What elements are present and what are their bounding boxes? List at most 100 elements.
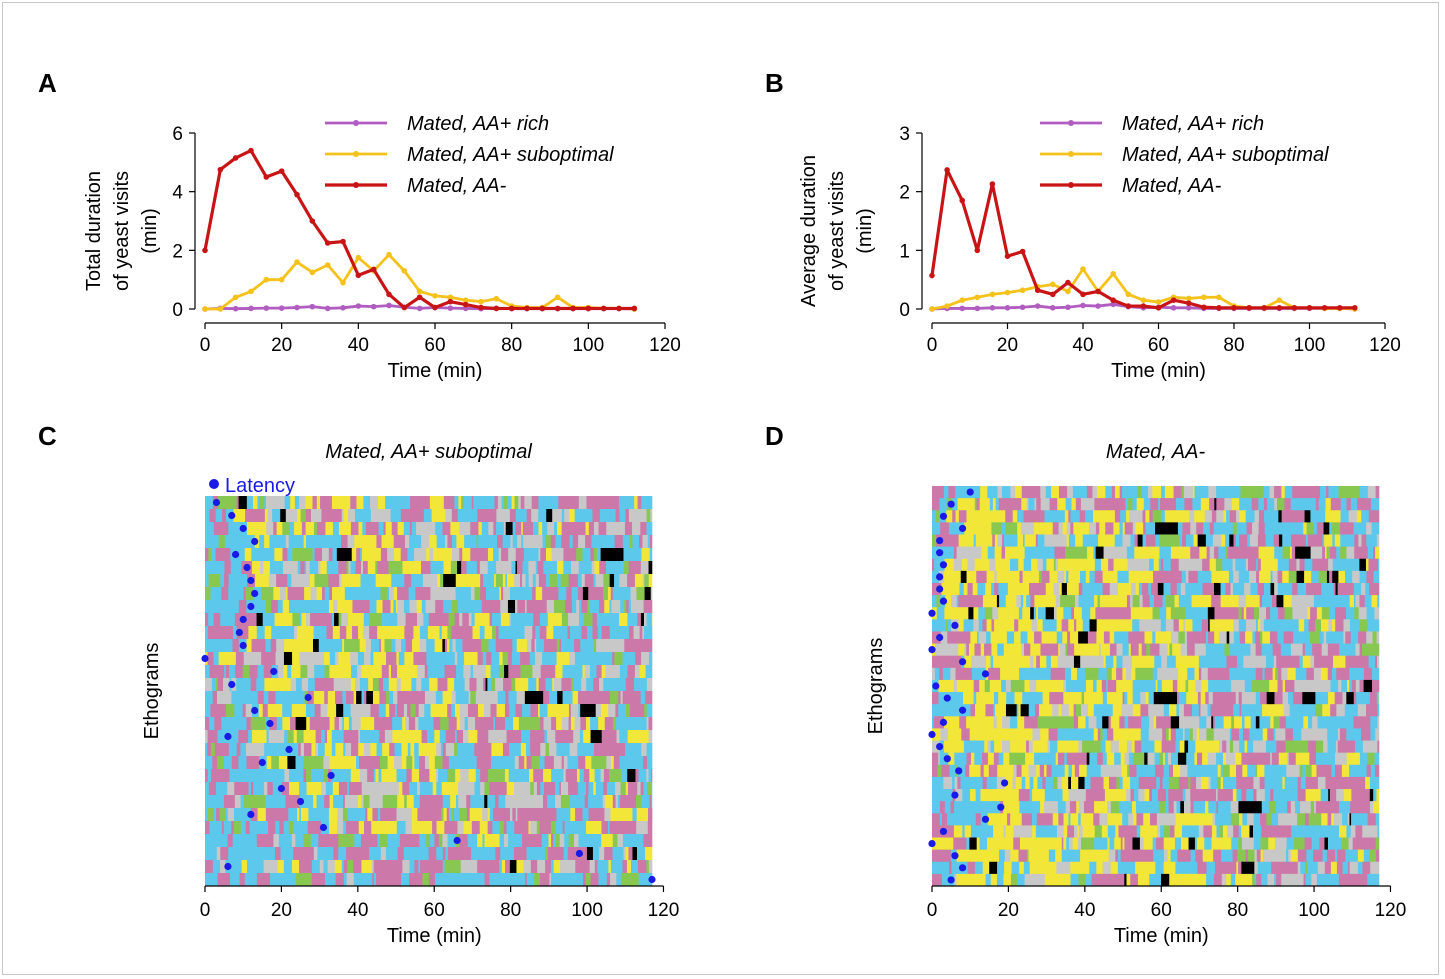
ethogram-segment [585, 639, 595, 653]
ethogram-segment [333, 600, 338, 614]
ethogram-segment [1256, 789, 1266, 802]
ethogram-segment [1329, 607, 1336, 620]
ethogram-segment [1099, 813, 1108, 826]
ethogram-segment [419, 782, 429, 796]
ethogram-segment [625, 782, 629, 796]
ethogram-segment [205, 704, 211, 718]
ethogram-segment [1055, 752, 1059, 766]
ethogram-segment [1250, 582, 1258, 596]
ethogram-segment [946, 619, 948, 632]
ethogram-segment [1343, 837, 1349, 850]
ethogram-segment [625, 847, 629, 861]
ethogram-segment [261, 587, 266, 601]
ethogram-segment [648, 561, 653, 575]
ethogram-segment [993, 716, 997, 729]
ethogram-segment [528, 574, 534, 588]
ethogram-segment [367, 808, 373, 822]
ethogram-segment [285, 509, 298, 523]
ethogram-segment [490, 665, 500, 679]
ethogram-segment [335, 652, 339, 666]
ethogram-segment [1335, 752, 1338, 766]
ethogram-segment [296, 678, 303, 692]
ethogram-segment [361, 665, 375, 679]
ethogram-segment [960, 607, 964, 620]
ethogram-segment [521, 509, 527, 523]
ethogram-segment [610, 847, 613, 861]
ethogram-segment [1316, 837, 1320, 850]
ethogram-segment [273, 834, 280, 848]
ethogram-segment [586, 496, 609, 510]
ethogram-segment [969, 837, 977, 850]
ethogram-segment [1012, 582, 1021, 596]
ethogram-segment [966, 534, 972, 547]
ethogram-segment [1116, 776, 1121, 790]
ethogram-segment [555, 821, 564, 835]
ethogram-segment [1088, 522, 1097, 535]
ethogram-segment [558, 496, 580, 510]
ethogram-segment [560, 795, 570, 809]
ethogram-segment [977, 825, 994, 838]
ethogram-segment [932, 861, 938, 875]
ethogram-segment [1377, 861, 1380, 875]
ethogram-segment [1303, 752, 1310, 766]
ethogram-segment [1244, 825, 1250, 838]
ethogram-segment [1326, 849, 1336, 863]
ethogram-segment [1047, 801, 1059, 814]
ethogram-segment [1015, 861, 1020, 875]
ethogram-segment [932, 801, 941, 814]
ethogram-segment [935, 510, 940, 523]
ethogram-segment [1128, 813, 1134, 826]
ethogram-segment [282, 522, 291, 536]
ethogram-segment [1127, 692, 1131, 705]
ethogram-segment [1211, 510, 1215, 523]
ethogram-segment [1251, 679, 1255, 693]
ethogram-segment [1274, 546, 1277, 560]
ethogram-segment [234, 704, 240, 718]
ethogram-segment [355, 509, 372, 523]
data-point [263, 174, 270, 180]
ethogram-segment [581, 600, 588, 614]
ethogram-segment [508, 548, 517, 562]
ethogram-segment [604, 808, 611, 822]
ethogram-segment [978, 631, 987, 644]
ethogram-segment [1368, 510, 1377, 523]
ethogram-segment [427, 782, 433, 796]
ethogram-segment [574, 665, 578, 679]
ethogram-segment [387, 548, 395, 562]
ethogram-segment [227, 782, 235, 796]
ethogram-segment [993, 825, 1001, 838]
ethogram-segment [1231, 716, 1235, 729]
ethogram-segment [1212, 789, 1217, 802]
ethogram-segment [579, 730, 584, 744]
ethogram-segment [399, 626, 405, 640]
ethogram-segment [1098, 667, 1108, 681]
ethogram-segment [490, 704, 497, 718]
ethogram-segment [282, 535, 287, 549]
ethogram-segment [1197, 595, 1206, 608]
ethogram-segment [1316, 486, 1321, 499]
ethogram-segment [471, 782, 474, 796]
ethogram-segment [521, 522, 524, 536]
ethogram-segment [435, 561, 444, 575]
ethogram-segment [1136, 764, 1156, 778]
ethogram-segment [389, 860, 396, 874]
ethogram-segment [1170, 825, 1175, 838]
ethogram-segment [328, 808, 338, 822]
ethogram-segment [466, 795, 471, 809]
ethogram-segment [1168, 728, 1172, 741]
ethogram-segment [1155, 679, 1158, 693]
ethogram-segment [1266, 692, 1275, 705]
ethogram-segment [1287, 667, 1292, 681]
ethogram-segment [1099, 643, 1101, 656]
ethogram-segment [361, 795, 364, 809]
ethogram-segment [361, 860, 373, 874]
ethogram-segment [376, 743, 383, 757]
ethogram-segment [314, 548, 318, 562]
ethogram-segment [463, 821, 473, 835]
ethogram-segment [1258, 728, 1263, 741]
latency-dot [951, 791, 959, 799]
ethogram-segment [1056, 619, 1062, 632]
ethogram-segment [276, 639, 285, 653]
ethogram-segment [1093, 728, 1099, 741]
data-point [416, 288, 423, 295]
